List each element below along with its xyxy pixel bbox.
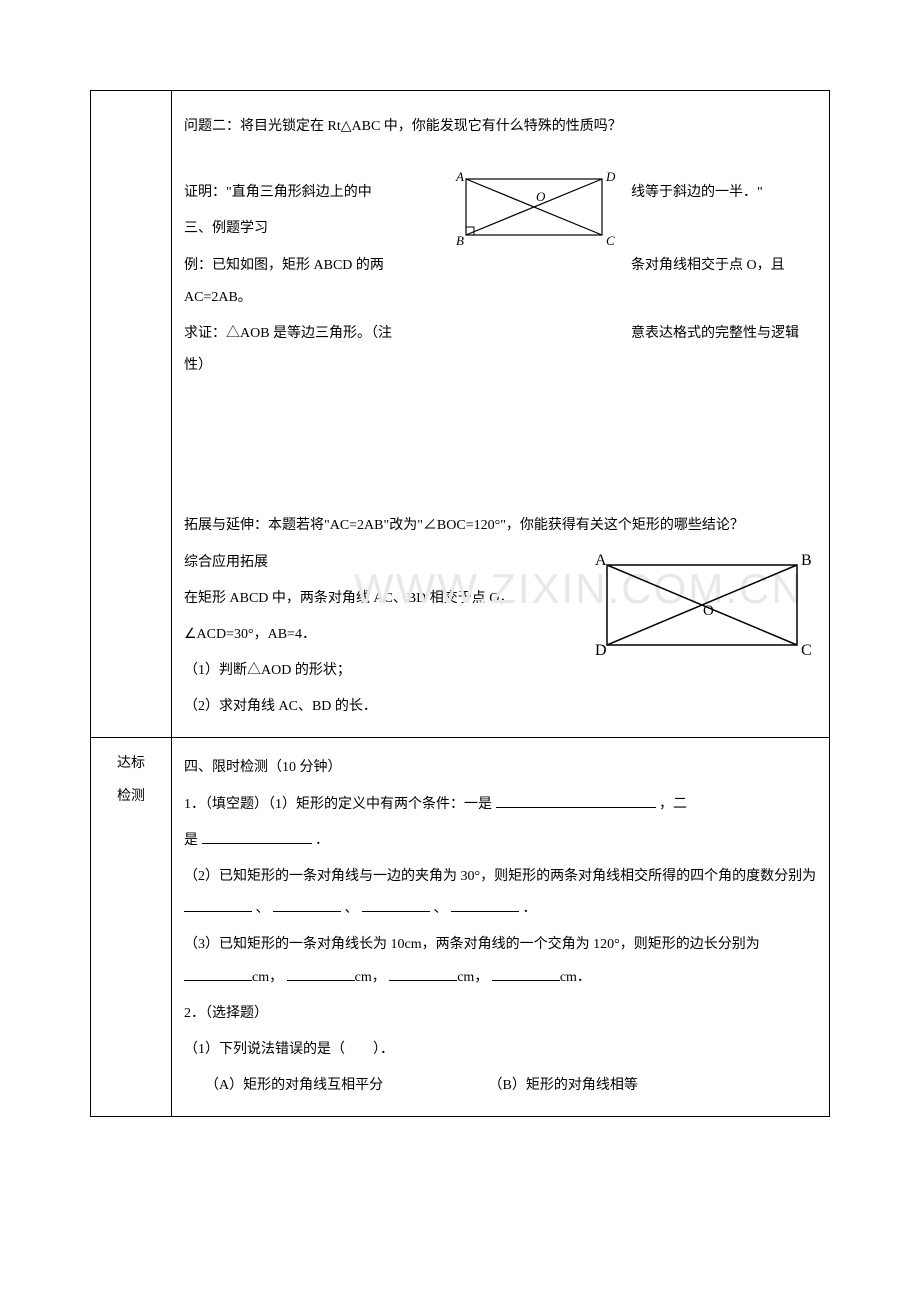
q1-line2-tail: ． xyxy=(315,833,329,848)
sep-1: 、 xyxy=(256,901,270,916)
q1-head: 1．（填空题）（1）矩形的定义中有两个条件：一是 xyxy=(184,797,492,812)
svg-text:O: O xyxy=(703,603,714,619)
proof-left: 证明："直角三角形斜边上的中 xyxy=(184,177,434,209)
cm-2: cm， xyxy=(355,970,386,985)
left-cell-1 xyxy=(91,91,172,738)
option-b: （B）矩形的对角线相等 xyxy=(489,1078,638,1093)
blank-8[interactable] xyxy=(287,966,355,981)
q1-2-tail: ． xyxy=(523,901,537,916)
figure-rectangle-1: A D B C O xyxy=(444,165,624,268)
left-label-line2: 检测 xyxy=(103,781,159,813)
q2-head: 2．（选择题） xyxy=(184,998,817,1030)
content-cell-1: 问题二：将目光锁定在 Rt△ABC 中，你能发现它有什么特殊的性质吗？ A D … xyxy=(172,91,830,738)
blank-10[interactable] xyxy=(492,966,560,981)
svg-text:C: C xyxy=(606,233,615,248)
q1-3: （3）已知矩形的一条对角线长为 10cm，两条对角线的一个交角为 120°，则矩… xyxy=(184,929,817,993)
blank-9[interactable] xyxy=(389,966,457,981)
svg-text:A: A xyxy=(595,552,607,569)
svg-text:C: C xyxy=(801,642,812,659)
q2-options: （A）矩形的对角线互相平分 （B）矩形的对角线相等 xyxy=(184,1070,817,1102)
blank-2[interactable] xyxy=(202,829,312,844)
q1-1b: 是 ． xyxy=(184,825,817,857)
option-a: （A）矩形的对角线互相平分 xyxy=(205,1070,485,1102)
section3-title: 三、例题学习 xyxy=(184,213,434,245)
example-left-1: 例：已知如图，矩形 ABCD 的两 xyxy=(184,250,434,282)
blank-4[interactable] xyxy=(273,897,341,912)
svg-text:A: A xyxy=(455,169,464,184)
blank-5[interactable] xyxy=(362,897,430,912)
cm-1: cm， xyxy=(252,970,283,985)
comp-line-1: 在矩形 ABCD 中，两条对角线 AC、BD 相交于点 O， xyxy=(184,583,564,615)
cm-4: cm． xyxy=(560,970,591,985)
section-examples: 问题二：将目光锁定在 Rt△ABC 中，你能发现它有什么特殊的性质吗？ A D … xyxy=(184,111,817,723)
svg-text:B: B xyxy=(801,552,812,569)
question-two: 问题二：将目光锁定在 Rt△ABC 中，你能发现它有什么特殊的性质吗？ xyxy=(184,111,817,143)
svg-text:D: D xyxy=(605,169,616,184)
comp-line-4: （2）求对角线 AC、BD 的长． xyxy=(184,691,817,723)
svg-text:O: O xyxy=(536,189,546,204)
blank-7[interactable] xyxy=(184,966,252,981)
sep-2: 、 xyxy=(345,901,359,916)
cm-3: cm， xyxy=(457,970,488,985)
extension-text: 拓展与延伸：本题若将"AC=2AB"改为"∠BOC=120°"，你能获得有关这个… xyxy=(184,510,817,542)
blank-3[interactable] xyxy=(184,897,252,912)
blank-6[interactable] xyxy=(451,897,519,912)
q1-3-text: （3）已知矩形的一条对角线长为 10cm，两条对角线的一个交角为 120°，则矩… xyxy=(184,937,760,952)
content-cell-2: 四、限时检测（10 分钟） 1．（填空题）（1）矩形的定义中有两个条件：一是 ，… xyxy=(172,738,830,1117)
q1-tail: ，二 xyxy=(659,797,687,812)
proof-right: 线等于斜边的一半．" xyxy=(631,185,763,200)
left-label-line1: 达标 xyxy=(103,748,159,780)
blank-1[interactable] xyxy=(496,793,656,808)
svg-text:B: B xyxy=(456,233,464,248)
q1-1: 1．（填空题）（1）矩形的定义中有两个条件：一是 ，二 xyxy=(184,789,817,821)
q2-1: （1）下列说法错误的是（ ）． xyxy=(184,1034,817,1066)
sep-3: 、 xyxy=(434,901,448,916)
figure-rectangle-2: A B D C O xyxy=(587,547,817,680)
q1-line2-head: 是 xyxy=(184,833,198,848)
example-left-2: 求证：△AOB 是等边三角形。（注 xyxy=(184,318,434,350)
left-cell-2: 达标 检测 xyxy=(91,738,172,1117)
q1-2-text: （2）已知矩形的一条对角线与一边的夹角为 30°，则矩形的两条对角线相交所得的四… xyxy=(184,869,816,884)
svg-text:D: D xyxy=(595,642,607,659)
q1-2: （2）已知矩形的一条对角线与一边的夹角为 30°，则矩形的两条对角线相交所得的四… xyxy=(184,861,817,925)
section4-title: 四、限时检测（10 分钟） xyxy=(184,752,817,784)
